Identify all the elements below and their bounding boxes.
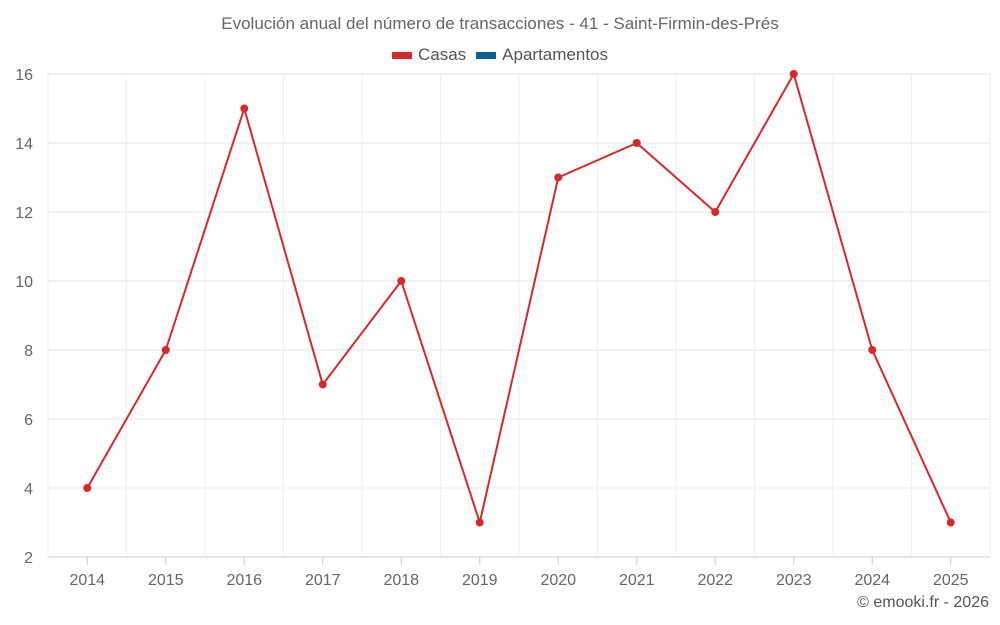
data-point-casas-2022[interactable] — [711, 208, 720, 216]
legend-item-apartamentos[interactable]: Apartamentos — [476, 45, 608, 65]
x-tick-label-2017: 2017 — [305, 572, 341, 589]
data-point-casas-2024[interactable] — [868, 346, 877, 354]
x-tick-label-2020: 2020 — [540, 572, 576, 589]
legend-swatch-apartamentos — [476, 51, 497, 59]
x-tick-label-2014: 2014 — [69, 572, 105, 589]
x-tick-label-2024: 2024 — [854, 572, 890, 589]
x-tick-label-2023: 2023 — [776, 572, 812, 589]
x-tick-label-2015: 2015 — [148, 572, 184, 589]
data-point-casas-2016[interactable] — [240, 104, 249, 113]
y-tick-label-6: 6 — [24, 412, 33, 429]
legend: Casas Apartamentos — [0, 45, 1000, 65]
credit-text: © emooki.fr - 2026 — [857, 594, 989, 611]
data-point-casas-2021[interactable] — [632, 139, 641, 147]
legend-item-casas[interactable]: Casas — [391, 45, 467, 65]
y-tick-label-8: 8 — [24, 343, 33, 360]
y-tick-label-14: 14 — [15, 136, 33, 153]
data-point-casas-2019[interactable] — [475, 518, 484, 527]
x-tick-label-2016: 2016 — [226, 572, 262, 589]
x-tick-label-2019: 2019 — [462, 572, 498, 589]
data-point-casas-2014[interactable] — [83, 484, 92, 492]
data-point-casas-2018[interactable] — [397, 277, 406, 285]
y-tick-label-12: 12 — [15, 205, 33, 222]
data-point-casas-2023[interactable] — [789, 70, 798, 78]
data-point-casas-2017[interactable] — [318, 380, 327, 389]
y-tick-label-2: 2 — [24, 550, 33, 567]
y-tick-label-10: 10 — [15, 274, 33, 291]
legend-swatch-casas — [391, 51, 412, 59]
chart-title: Evolución anual del número de transaccio… — [221, 14, 779, 33]
legend-label-apartamentos: Apartamentos — [502, 45, 609, 64]
x-tick-label-2021: 2021 — [619, 572, 655, 589]
data-point-casas-2015[interactable] — [161, 346, 170, 354]
x-tick-label-2022: 2022 — [697, 572, 733, 589]
data-point-casas-2020[interactable] — [554, 173, 563, 182]
y-tick-label-4: 4 — [24, 481, 33, 498]
x-tick-label-2025: 2025 — [933, 572, 969, 589]
series-line-casas — [86, 73, 952, 524]
x-tick-label-2018: 2018 — [383, 572, 419, 589]
data-point-casas-2025[interactable] — [946, 518, 955, 527]
y-tick-label-16: 16 — [15, 67, 33, 84]
legend-label-casas: Casas — [417, 45, 467, 64]
